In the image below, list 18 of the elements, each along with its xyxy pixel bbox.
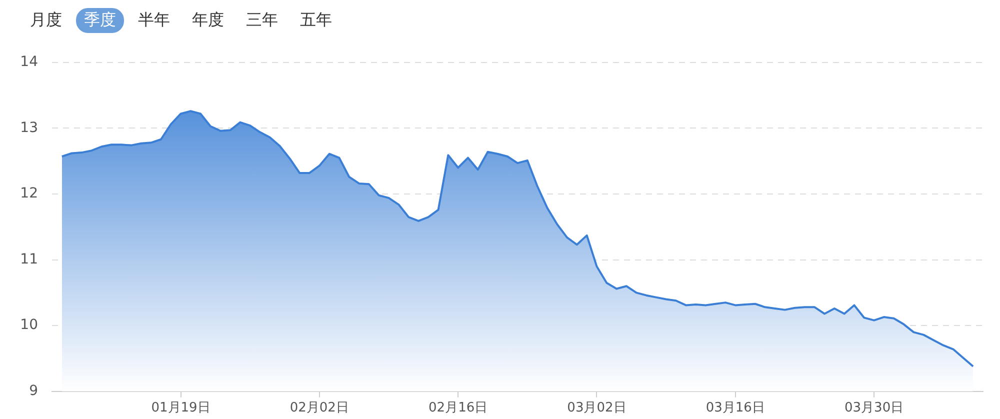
y-tick-label: 10 xyxy=(20,317,38,334)
x-tick-label: 03月02日 xyxy=(567,400,626,416)
y-tick-label: 11 xyxy=(20,251,38,268)
x-tick-label: 02月16日 xyxy=(428,400,488,416)
x-tick-label: 01月19日 xyxy=(151,400,210,416)
text: 月度 xyxy=(29,8,63,30)
y-tick-label: 13 xyxy=(20,120,38,136)
y-tick-label: 12 xyxy=(20,186,38,202)
x-tick-label: 02月02日 xyxy=(290,400,349,416)
text: 五年 xyxy=(299,8,333,30)
x-tick-label: 03月30日 xyxy=(844,400,904,416)
text: 半年 xyxy=(137,8,171,30)
text: 年度 xyxy=(191,8,225,30)
text: 季度 xyxy=(76,8,124,32)
text: 三年 xyxy=(245,8,279,30)
x-tick-label: 03月16日 xyxy=(706,400,765,416)
y-tick-label: 9 xyxy=(29,383,38,400)
y-tick-label: 14 xyxy=(20,54,38,70)
